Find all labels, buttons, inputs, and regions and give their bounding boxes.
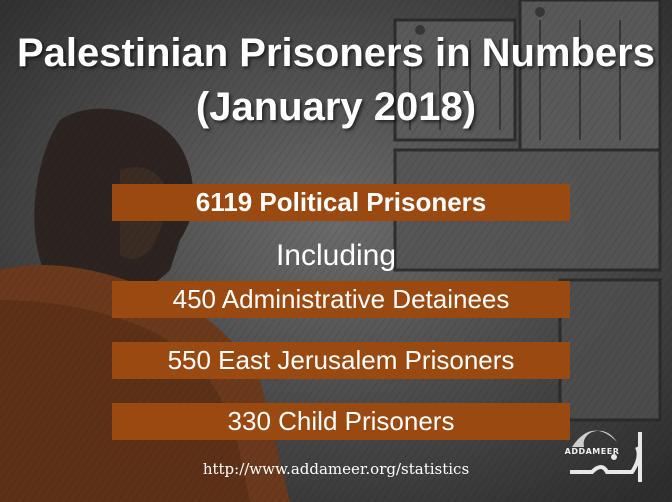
stat-political-prisoners: 6119 Political Prisoners <box>112 184 570 221</box>
stat-administrative-detainees: 450 Administrative Detainees <box>112 281 570 318</box>
stat-east-jerusalem-prisoners: 550 East Jerusalem Prisoners <box>112 342 570 379</box>
addameer-logo-icon <box>570 430 642 482</box>
stat-child-prisoners: 330 Child Prisoners <box>112 403 570 440</box>
source-url: http://www.addameer.org/statistics <box>202 460 470 478</box>
page-title-line2: (January 2018) <box>195 85 477 129</box>
including-label: Including <box>275 239 397 272</box>
logo-text: ADDAMEER <box>564 447 620 456</box>
page-title-line1: Palestinian Prisoners in Numbers <box>17 31 655 75</box>
